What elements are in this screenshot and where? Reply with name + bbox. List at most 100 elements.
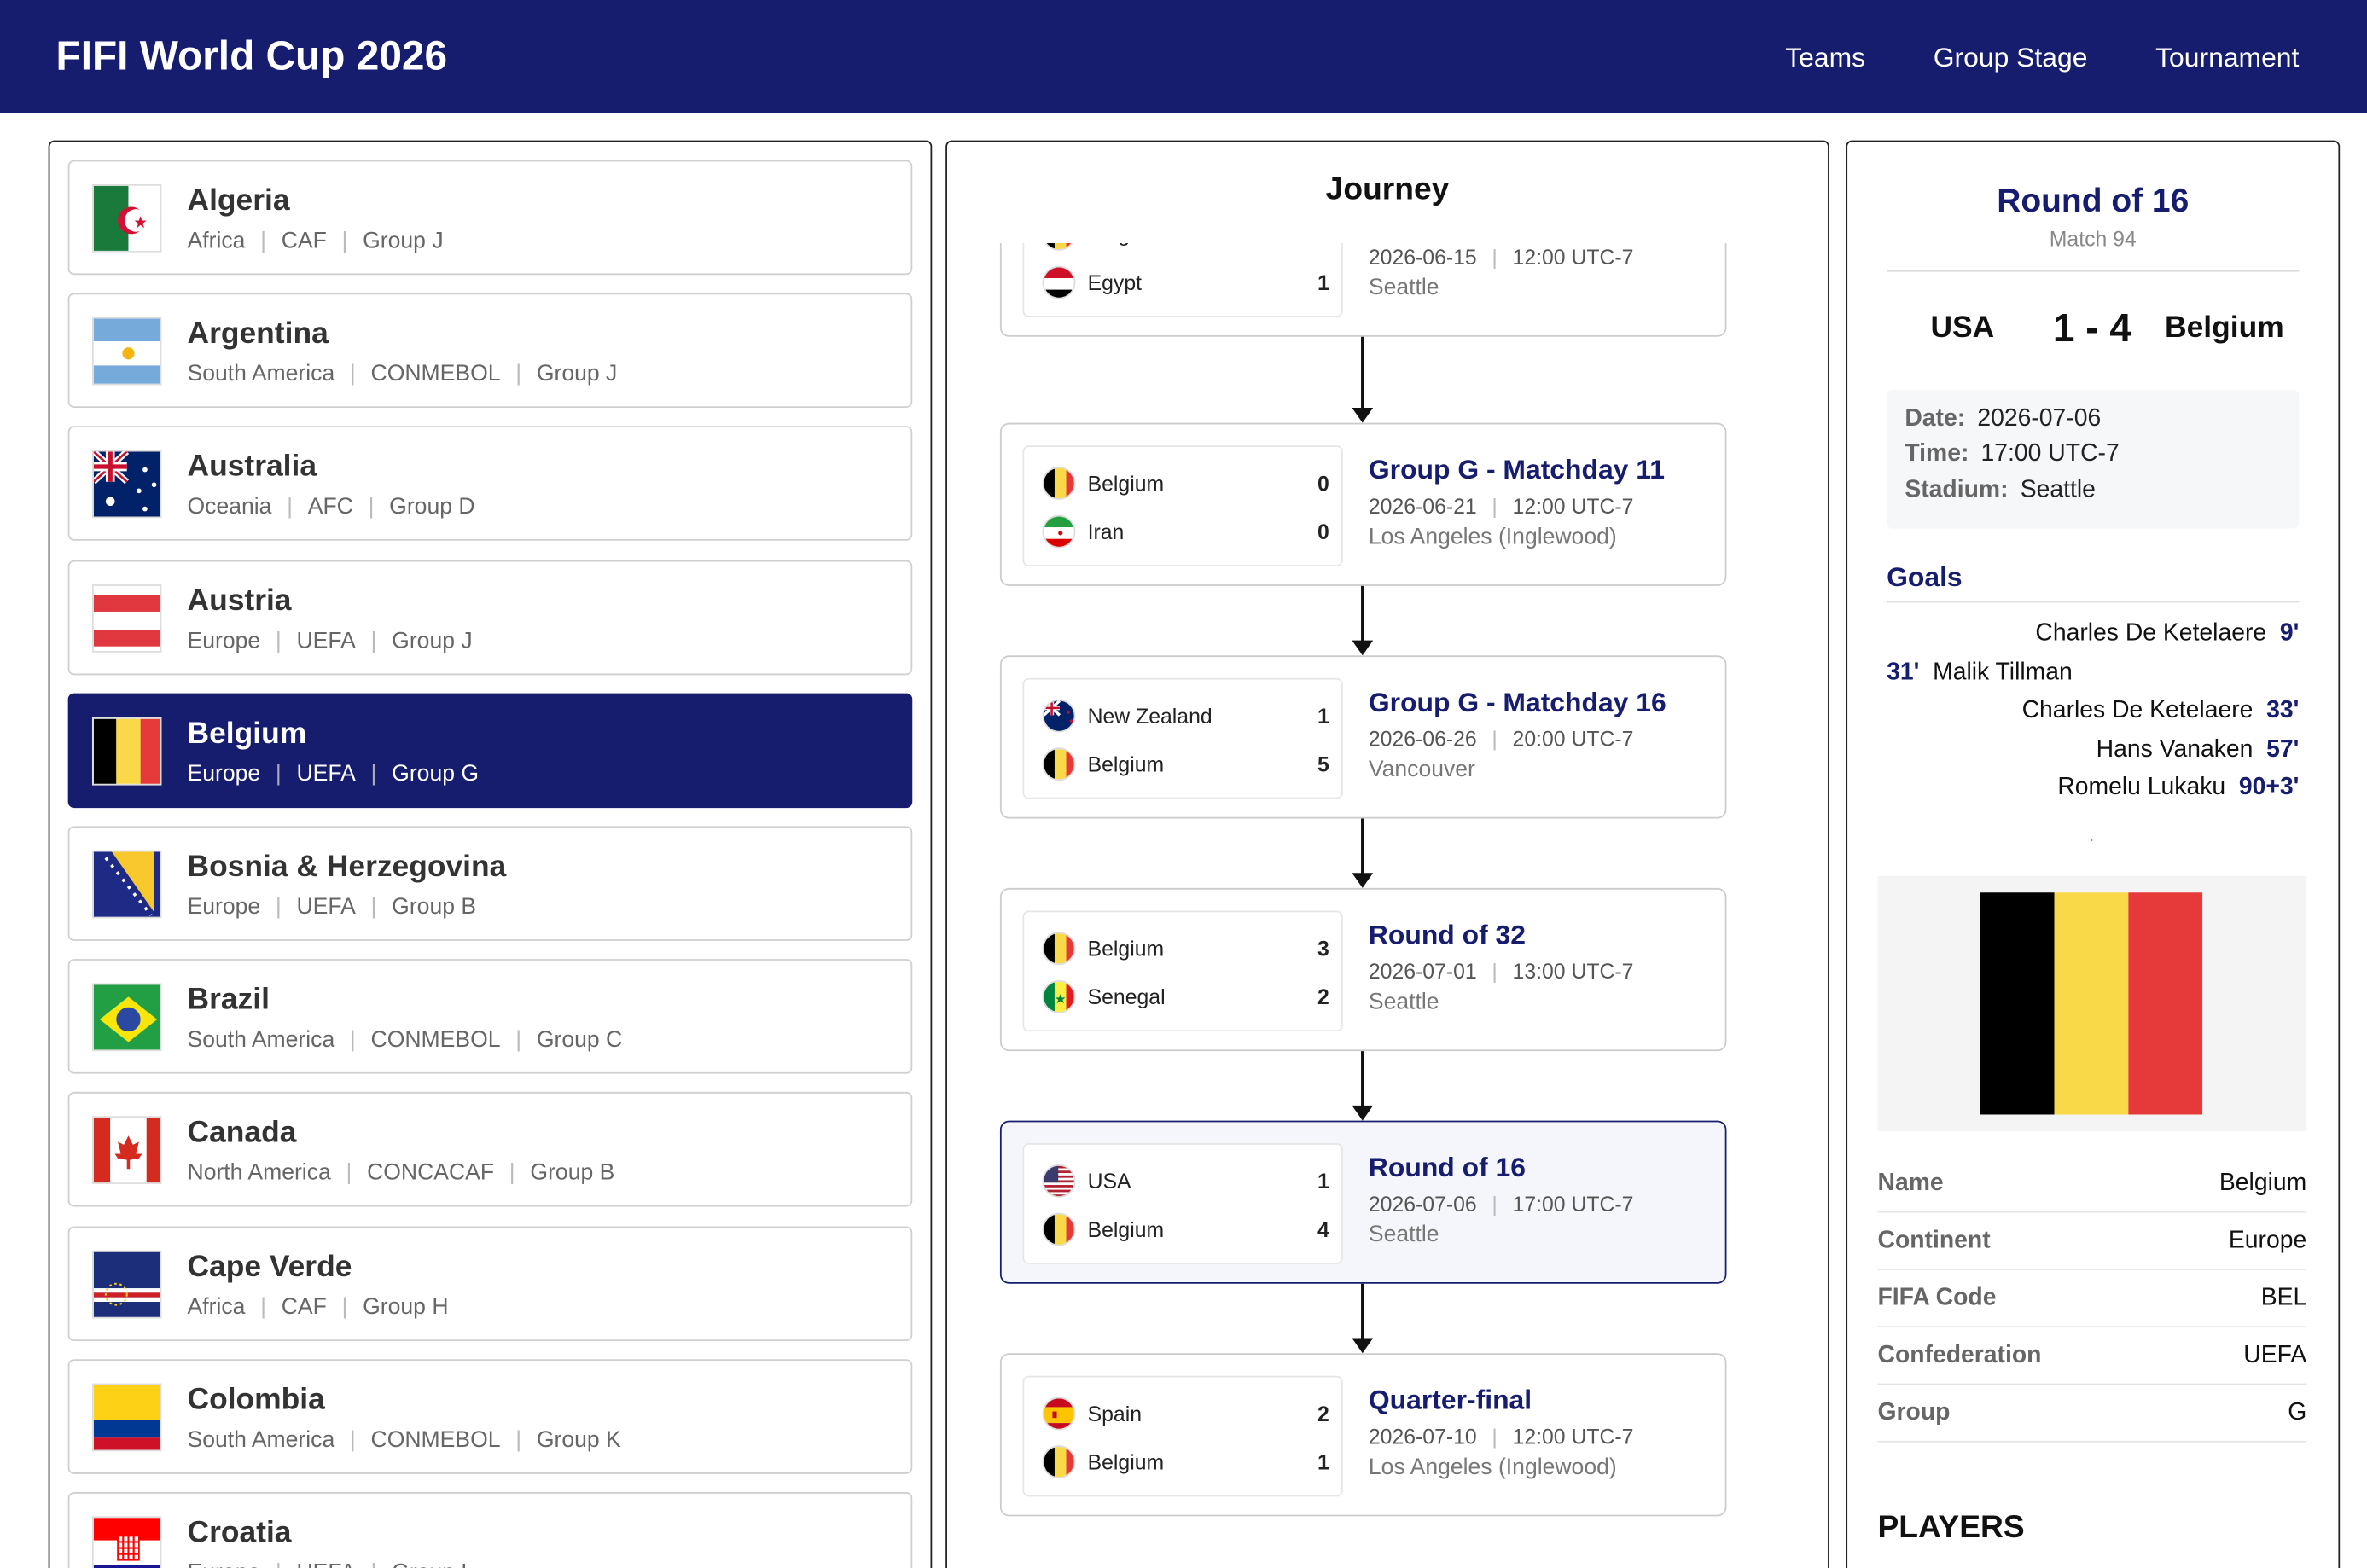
match-time: 12:00 UTC-7 [1512, 493, 1634, 519]
team-confederation: UEFA [296, 627, 356, 653]
team-name: Cape Verde [187, 1250, 352, 1284]
nav-tournament[interactable]: Tournament [2155, 42, 2300, 73]
arrow-down-icon [1352, 1283, 1374, 1354]
team-item-colombia[interactable]: Colombia South America | CONMEBOL | Group K [67, 1358, 913, 1474]
stat-value: G [2288, 1400, 2307, 1426]
team-item-cape-verde[interactable]: Cape Verde Africa | CAF | Group H [67, 1225, 913, 1341]
team-group: Group J [392, 627, 473, 653]
stat-row-confederation: Confederation UEFA [1877, 1327, 2307, 1385]
nav-teams[interactable]: Teams [1785, 42, 1866, 73]
match-time: 20:00 UTC-7 [1512, 726, 1634, 751]
divider [1887, 270, 2300, 272]
belgium-flag-icon [1877, 875, 2307, 1131]
stat-row-fifa-code: FIFA Code BEL [1877, 1270, 2307, 1328]
match-time: 17:00 UTC-7 [1512, 1191, 1634, 1217]
goal-minute: 57' [2266, 736, 2300, 763]
goal-entry: Romelu Lukaku 90+3' [2057, 775, 2299, 802]
match-venue: Seattle [1368, 275, 1439, 301]
scoreboard: USA 1 Belgium 4 [1022, 1143, 1343, 1264]
separator: | [346, 1160, 352, 1187]
away-row: Belgium 5 [1042, 743, 1329, 786]
separator: | [275, 760, 282, 787]
team-group: Group G [392, 760, 480, 787]
croatia-flag-icon [91, 1516, 162, 1568]
match-stage-title: Round of 16 [1997, 181, 2190, 219]
match-info: Quarter-final 2026-07-10 | 12:00 UTC-7 Los… [1369, 1385, 1634, 1480]
match-stage: Group G - Matchday 11 [1368, 454, 1665, 485]
match-venue: Vancouver [1368, 756, 1475, 783]
home-score: 2 [1317, 1401, 1329, 1426]
separator: | [515, 1426, 522, 1453]
away-score: 5 [1317, 752, 1329, 776]
team-item-croatia[interactable]: Croatia Europe | UEFA | Group L [67, 1492, 913, 1568]
cape-verde-flag-icon [91, 1250, 162, 1318]
journey-match-card[interactable]: New Zealand 1 Belgium 5 Group G - Matchday… [999, 655, 1727, 819]
top-bar: FIFI World Cup 2026 Teams Group Stage To… [0, 0, 2367, 113]
journey-match-card[interactable]: USA 1 Belgium 4 Round of 16 2026-07-06 | 17:… [999, 1120, 1727, 1284]
team-item-belgium[interactable]: Belgium Europe | UEFA | Group G [67, 693, 913, 808]
team-name: Bosnia & Herzegovina [187, 850, 507, 884]
away-team: Egypt [1087, 270, 1143, 295]
team-item-brazil[interactable]: Brazil South America | CONMEBOL | Group C [67, 959, 913, 1075]
journey-match-card[interactable]: Belgium 3 Senegal 2 Round of 32 2026-07-01… [999, 887, 1727, 1052]
away-score: 2 [1317, 984, 1329, 1009]
separator: | [1492, 726, 1498, 751]
team-continent: Africa [187, 228, 246, 254]
match-datetime: 2026-07-10 | 12:00 UTC-7 [1369, 1424, 1634, 1448]
team-list-panel[interactable]: Algeria Africa | CAF | Group J Argentina Sou… [48, 140, 933, 1568]
match-time: 17:00 UTC-7 [1980, 440, 2120, 467]
team-meta: Europe | UEFA | Group G [188, 761, 480, 787]
team-name: Colombia [187, 1383, 325, 1417]
team-confederation: CONCACAF [367, 1160, 495, 1187]
argentina-flag-icon [91, 317, 162, 386]
team-item-argentina[interactable]: Argentina South America | CONMEBOL | Group J [67, 293, 913, 409]
stat-value: Belgium [2219, 1170, 2307, 1197]
match-stage: Round of 16 [1368, 1152, 1527, 1183]
match-datetime: 2026-06-26 | 20:00 UTC-7 [1369, 727, 1666, 751]
away-row: Egypt 1 [1042, 261, 1329, 304]
team-item-canada[interactable]: Canada North America | CONCACAF | Group B [67, 1092, 913, 1208]
stat-row-name: Name Belgium [1877, 1155, 2307, 1213]
team-meta: Africa | CAF | Group J [188, 228, 444, 253]
iran-flag-icon [1042, 514, 1076, 549]
home-score: 3 [1317, 936, 1329, 961]
journey-match-card[interactable]: Belgium 0 Iran 0 Group G - Matchday 11 202… [999, 422, 1727, 586]
team-item-australia[interactable]: Australia Oceania | AFC | Group D [67, 426, 913, 542]
home-score: 1 [1317, 1169, 1329, 1193]
belgium-flag-icon [91, 717, 162, 786]
separator: | [371, 1560, 377, 1568]
team-item-bosnia[interactable]: Bosnia & Herzegovina Europe | UEFA | Group B [67, 826, 913, 941]
away-score: 0 [1317, 519, 1329, 544]
away-row: Senegal 2 [1042, 976, 1329, 1019]
arrow-down-icon [1352, 818, 1374, 888]
separator: | [1492, 959, 1498, 984]
divider [1887, 601, 2300, 603]
match-stage: Group G - Matchday 16 [1368, 687, 1666, 717]
goal-entry: Charles De Ketelaere 33' [2022, 698, 2300, 725]
team-item-austria[interactable]: Austria Europe | UEFA | Group J [67, 560, 913, 675]
australia-flag-icon [91, 450, 162, 519]
goal-player: Malik Tillman [1933, 659, 2073, 685]
players-title: PLAYERS [1877, 1510, 2025, 1546]
team-name: Belgium [187, 717, 307, 751]
match-date: 2026-06-21 [1368, 493, 1477, 519]
brazil-flag-icon [91, 983, 162, 1052]
match-info: Group G - Matchday 16 2026-06-26 | 20:00 U… [1369, 687, 1666, 782]
egypt-flag-icon [1042, 265, 1076, 299]
home-row: Belgium 0 [1042, 462, 1329, 505]
nav-group-stage[interactable]: Group Stage [1933, 42, 2088, 73]
app-title: FIFI World Cup 2026 [55, 32, 448, 79]
journey-match-card[interactable]: Spain 2 Belgium 1 Quarter-final 2026-07-10… [999, 1353, 1727, 1517]
home-row: New Zealand 1 [1042, 694, 1329, 737]
away-team: Belgium [1087, 1449, 1165, 1474]
team-confederation: AFC [307, 494, 353, 520]
home-row: Belgium 3 [1042, 927, 1329, 970]
stat-label: Confederation [1877, 1342, 2042, 1368]
journey-title: Journey [1325, 171, 1450, 207]
away-team-name: Belgium [2165, 311, 2284, 345]
match-detail-panel: Round of 16 Match 94 USA 1 - 4 Belgium D… [1846, 140, 2341, 1568]
team-item-algeria[interactable]: Algeria Africa | CAF | Group J [67, 160, 913, 276]
